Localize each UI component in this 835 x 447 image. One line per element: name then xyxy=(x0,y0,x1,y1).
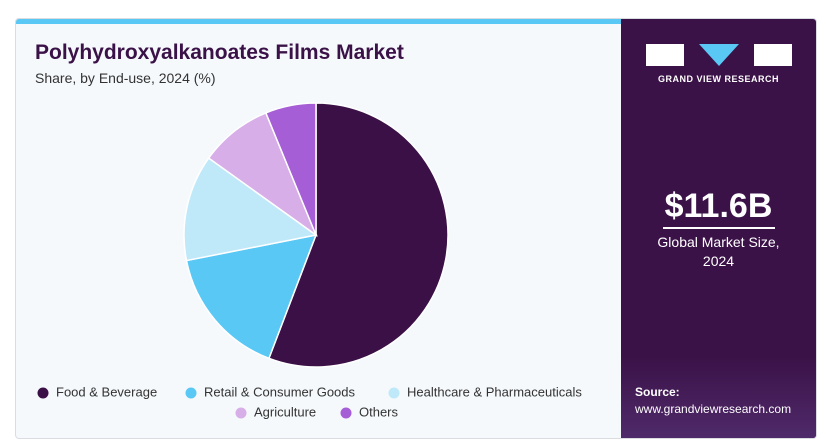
logo-block xyxy=(754,44,792,66)
chart: Food & Beverage Retail & Consumer Goods He… xyxy=(37,102,582,419)
pie-slice xyxy=(183,157,318,262)
legend-label: Retail & Consumer Goods xyxy=(204,384,356,399)
legend-label: Agriculture xyxy=(254,404,316,419)
market-label: Global Market Size, 2024 xyxy=(657,234,780,269)
market-size: $11.6B xyxy=(664,187,773,225)
card: Polyhydroxyalkanoates Films Market Share… xyxy=(15,18,817,439)
logo-block xyxy=(646,44,684,66)
logo-block xyxy=(699,44,739,66)
chart-subtitle: Share, by End-use, 2024 (%) xyxy=(35,70,216,86)
legend-swatch xyxy=(37,387,49,399)
divider xyxy=(663,227,775,229)
legend-swatch xyxy=(340,407,352,419)
accent-strip xyxy=(16,19,621,24)
pie-slice xyxy=(267,102,449,368)
chart-title: Polyhydroxyalkanoates Films Market xyxy=(35,41,404,64)
legend-label: Healthcare & Pharmaceuticals xyxy=(407,384,582,399)
legend-swatch xyxy=(388,387,400,399)
logo xyxy=(646,44,792,66)
brand: GRAND VIEW RESEARCH xyxy=(657,74,779,84)
legend-label: Others xyxy=(359,404,399,419)
legend-label: Food & Beverage xyxy=(56,384,157,399)
source-label: Source: xyxy=(635,385,680,399)
legend-swatch xyxy=(235,407,247,419)
source-box: Source: www.grandviewresearch.com xyxy=(621,357,816,438)
info-panel: GRAND VIEW RESEARCH $11.6B Global Market… xyxy=(621,19,816,438)
source-url: www.grandviewresearch.com xyxy=(635,402,792,416)
pie-slice xyxy=(185,234,318,360)
legend-swatch xyxy=(185,387,197,399)
pie-slice xyxy=(264,102,317,236)
